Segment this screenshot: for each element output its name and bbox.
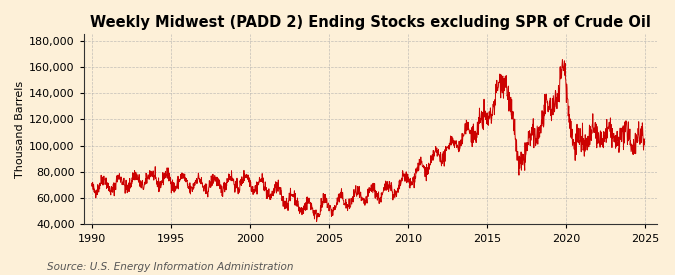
Text: Source: U.S. Energy Information Administration: Source: U.S. Energy Information Administ… (47, 262, 294, 272)
Y-axis label: Thousand Barrels: Thousand Barrels (15, 81, 25, 178)
Title: Weekly Midwest (PADD 2) Ending Stocks excluding SPR of Crude Oil: Weekly Midwest (PADD 2) Ending Stocks ex… (90, 15, 651, 30)
